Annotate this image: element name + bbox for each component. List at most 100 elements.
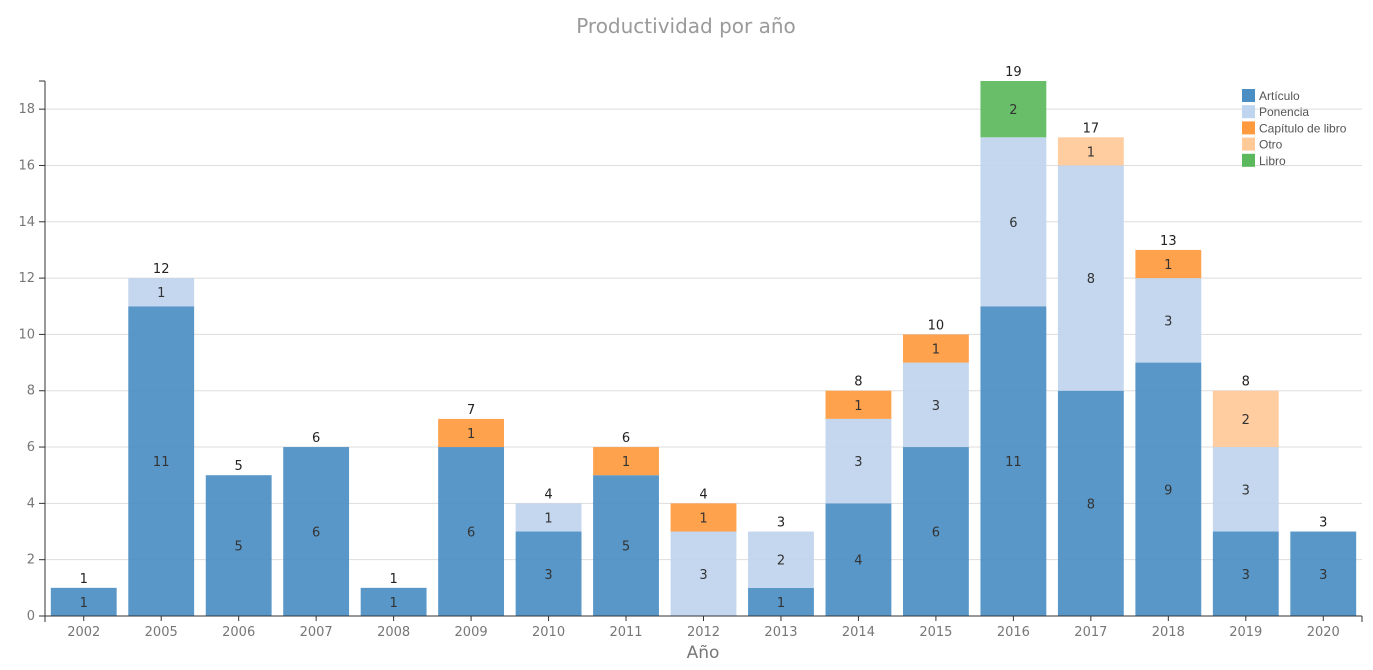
bar-segment: [128, 278, 195, 307]
segment-value-label: 11: [1005, 455, 1022, 470]
segment-value-label: 1: [854, 399, 862, 414]
bar-segment: [128, 306, 195, 616]
segment-value-label: 3: [1242, 568, 1250, 583]
bar-segment: [902, 362, 969, 448]
bar-segment: [1135, 278, 1202, 363]
y-tick-label: 2: [27, 553, 35, 568]
chart-title: Productividad por año: [576, 14, 796, 38]
bar-segment: [980, 81, 1047, 138]
bar-segment: [748, 587, 814, 616]
bar-segment: [593, 475, 659, 616]
bar-total-label: 8: [854, 375, 862, 390]
bar-total-label: 4: [544, 487, 552, 502]
x-tick-label: 2005: [145, 625, 178, 640]
bar-total-label: 5: [235, 459, 243, 474]
y-tick-label: 8: [27, 384, 35, 399]
x-tick-label: 2014: [842, 625, 875, 640]
segment-value-label: 3: [1319, 568, 1327, 583]
segment-value-label: 2: [777, 554, 785, 569]
segment-value-label: 4: [854, 554, 862, 569]
segment-value-label: 3: [1164, 314, 1172, 329]
bar-segment: [1290, 531, 1357, 616]
x-axis-label: Año: [687, 643, 720, 663]
data-labels: 1111112556611617314516314123431863110116…: [80, 65, 1328, 611]
bar-segment: [980, 137, 1047, 307]
segment-value-label: 2: [1242, 413, 1250, 428]
x-tick-label: 2019: [1229, 625, 1262, 640]
legend-label: Ponencia: [1259, 105, 1309, 119]
y-tick-label: 16: [18, 158, 35, 173]
segment-value-label: 3: [544, 568, 552, 583]
legend-label: Otro: [1259, 138, 1283, 152]
bar-segment: [1135, 249, 1202, 279]
legend: Artículo Ponencia Capítulo de libro Otro Lib…: [1242, 89, 1347, 168]
legend-label: Libro: [1259, 154, 1286, 168]
segment-value-label: 6: [932, 526, 940, 541]
bar-segment: [670, 531, 737, 616]
x-tick-label: 2011: [609, 625, 642, 640]
bar-total-label: 1: [80, 572, 88, 587]
bar-segment: [205, 475, 272, 616]
x-tick-label: 2008: [377, 625, 410, 640]
bar-total-label: 19: [1005, 65, 1022, 80]
bar-total-label: 3: [777, 516, 785, 531]
segment-value-label: 6: [467, 526, 475, 541]
bar-segment: [360, 587, 427, 616]
segment-value-label: 1: [622, 455, 630, 470]
bar-total-label: 7: [467, 403, 475, 418]
legend-swatch: [1242, 121, 1255, 135]
segment-value-label: 6: [312, 526, 320, 541]
bar-segment: [825, 503, 892, 616]
segment-value-label: 2: [1009, 103, 1017, 118]
segment-value-label: 1: [699, 511, 707, 526]
bar-total-label: 13: [1160, 234, 1177, 249]
y-tick-label: 6: [27, 440, 35, 455]
legend-swatch: [1242, 105, 1255, 119]
bar-segment: [1057, 390, 1124, 616]
y-tick-label: 14: [18, 215, 35, 230]
legend-label: Artículo: [1259, 89, 1300, 103]
segment-value-label: 1: [777, 596, 785, 611]
legend-swatch: [1242, 153, 1255, 167]
x-tick-label: 2016: [997, 625, 1030, 640]
segment-value-label: 3: [854, 455, 862, 470]
y-tick-label: 10: [18, 327, 35, 342]
bar-segment: [1057, 137, 1124, 166]
y-tick-label: 18: [18, 102, 35, 117]
bar-segment: [902, 447, 969, 616]
segment-value-label: 1: [467, 427, 475, 442]
bar-segment: [1212, 531, 1279, 616]
bar-segment: [1212, 447, 1279, 532]
bar-segment: [50, 587, 117, 616]
x-tick-label: 2009: [455, 625, 488, 640]
segment-value-label: 1: [932, 343, 940, 358]
bar-segment: [748, 531, 814, 588]
x-tick-label: 2012: [687, 625, 720, 640]
x-tick-label: 2013: [764, 625, 797, 640]
bar-segment: [902, 334, 969, 363]
bar-total-label: 4: [699, 487, 707, 502]
segment-value-label: 3: [699, 568, 707, 583]
segment-value-label: 1: [1164, 258, 1172, 273]
bar-total-label: 3: [1319, 516, 1327, 531]
bar-segment: [825, 390, 892, 419]
x-tick-label: 2017: [1074, 625, 1107, 640]
y-tick-label: 4: [27, 496, 35, 511]
segment-value-label: 5: [235, 540, 243, 555]
x-tick-label: 2002: [67, 625, 100, 640]
bar-segment: [438, 418, 505, 448]
bar-total-label: 17: [1083, 121, 1100, 136]
bar-total-label: 1: [389, 572, 397, 587]
bar-segment: [438, 447, 505, 616]
segment-value-label: 3: [1242, 483, 1250, 498]
segment-value-label: 1: [157, 286, 165, 301]
segment-value-label: 8: [1087, 272, 1095, 287]
bar-segment: [515, 531, 582, 616]
bar-segment: [515, 503, 582, 532]
segment-value-label: 6: [1009, 216, 1017, 231]
bar-total-label: 12: [153, 262, 170, 277]
y-tick-label: 12: [18, 271, 35, 286]
bar-total-label: 6: [622, 431, 630, 446]
